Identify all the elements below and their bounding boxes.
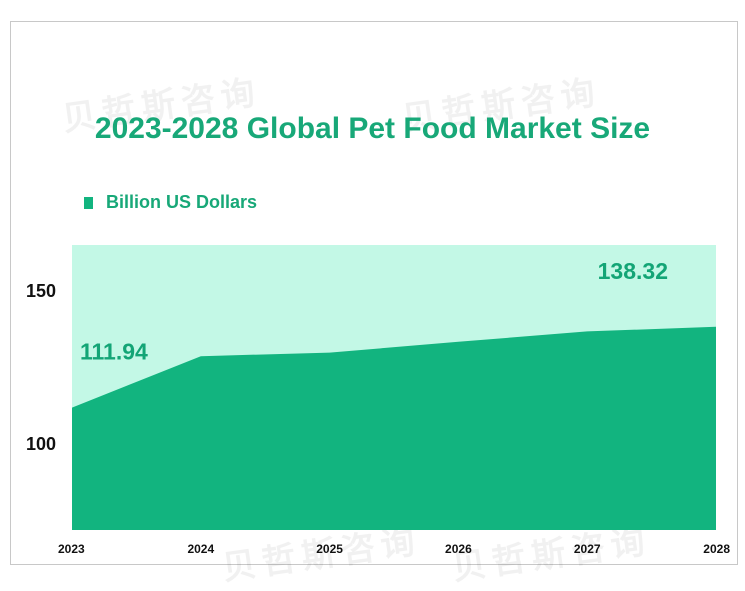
x-axis-ticks: 2023 2024 2025 2026 2027 2028 (58, 542, 730, 556)
x-tick-label: 2024 (187, 542, 214, 556)
chart-title: 2023-2028 Global Pet Food Market Size (94, 112, 651, 145)
x-tick-label: 2028 (703, 542, 730, 556)
x-tick-label: 2026 (445, 542, 472, 556)
x-tick-label: 2025 (316, 542, 343, 556)
data-label: 138.32 (598, 258, 668, 284)
data-label: 111.94 (80, 339, 148, 365)
legend-label: Billion US Dollars (106, 192, 258, 212)
data-labels: 111.94 138.32 (80, 258, 668, 365)
y-axis-ticks: 100 150 (26, 281, 56, 454)
legend-swatch (84, 197, 93, 209)
x-tick-label: 2023 (58, 542, 85, 556)
y-tick-label: 150 (26, 281, 56, 301)
x-tick-label: 2027 (574, 542, 601, 556)
y-tick-label: 100 (26, 434, 56, 454)
series-area (72, 326, 716, 530)
